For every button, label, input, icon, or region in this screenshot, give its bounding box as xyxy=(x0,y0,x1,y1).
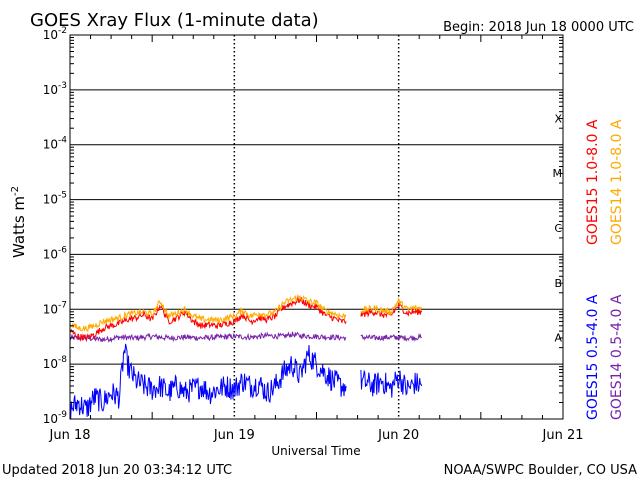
y-tick-label-5: 10-4 xyxy=(43,136,68,152)
series-line-3-seg-0 xyxy=(69,331,347,343)
x-tick-label-2: Jun 20 xyxy=(377,428,419,443)
legend: GOES15 1.0-8.0 A GOES14 1.0-8.0 A GOES15 0… xyxy=(585,119,625,420)
legend-entry-0: GOES15 1.0-8.0 A xyxy=(585,119,601,245)
svg-text:Watts m-2: Watts m-2 xyxy=(10,186,28,258)
grid xyxy=(70,35,563,419)
y-axis-label-text: Watts m xyxy=(10,196,28,258)
legend-entry-3: GOES14 0.5-4.0 A xyxy=(609,294,625,420)
legend-entry-1: GOES14 1.0-8.0 A xyxy=(609,119,625,245)
series-line-2-seg-1 xyxy=(360,369,423,398)
chart-title: GOES Xray Flux (1-minute data) xyxy=(30,10,319,31)
series-line-3-seg-1 xyxy=(360,332,422,342)
credit: NOAA/SWPC Boulder, CO USA xyxy=(444,463,637,478)
x-tick-label-1: Jun 19 xyxy=(213,428,255,443)
flare-class-X: X xyxy=(554,112,562,125)
series-line-1-seg-0 xyxy=(69,294,347,333)
legend-entry-2: GOES15 0.5-4.0 A xyxy=(585,294,601,420)
x-tick-label-3: Jun 21 xyxy=(542,428,584,443)
flare-class-A: A xyxy=(554,332,562,345)
plot-border xyxy=(69,34,564,420)
y-tick-label-2: 10-7 xyxy=(43,300,67,316)
series-layer xyxy=(69,294,423,419)
y-tick-label-6: 10-3 xyxy=(43,81,67,97)
flare-class-M: M xyxy=(553,167,563,180)
y-axis-label-sup: -2 xyxy=(10,186,21,196)
flare-class-B: B xyxy=(554,277,562,290)
begin-time: Begin: 2018 Jun 18 0000 UTC xyxy=(443,20,634,35)
updated-time: Updated 2018 Jun 20 03:34:12 UTC xyxy=(2,463,232,478)
series-line-0-seg-0 xyxy=(69,296,347,343)
y-tick-label-0: 10-9 xyxy=(43,410,68,426)
y-tick-label-1: 10-8 xyxy=(43,355,68,371)
flare-class-C: C xyxy=(554,222,562,235)
y-tick-labels: 10-9 10-8 10-7 10-6 10-5 10-4 10-3 10-2 xyxy=(43,26,68,426)
flare-class-labels: A B C M X xyxy=(553,112,563,344)
plot-frame xyxy=(69,34,564,420)
x-axis-label: Universal Time xyxy=(271,444,360,458)
y-axis-label: Watts m-2 xyxy=(10,186,28,258)
series-line-1-seg-1 xyxy=(360,296,423,316)
y-tick-label-4: 10-5 xyxy=(43,191,67,207)
series-line-0-seg-1 xyxy=(360,302,423,319)
y-tick-label-3: 10-6 xyxy=(43,245,68,261)
x-tick-label-0: Jun 18 xyxy=(49,428,91,443)
x-tick-labels: Jun 18 Jun 19 Jun 20 Jun 21 xyxy=(49,428,584,443)
series-line-2-seg-0 xyxy=(69,343,347,419)
y-tick-label-7: 10-2 xyxy=(43,26,67,42)
